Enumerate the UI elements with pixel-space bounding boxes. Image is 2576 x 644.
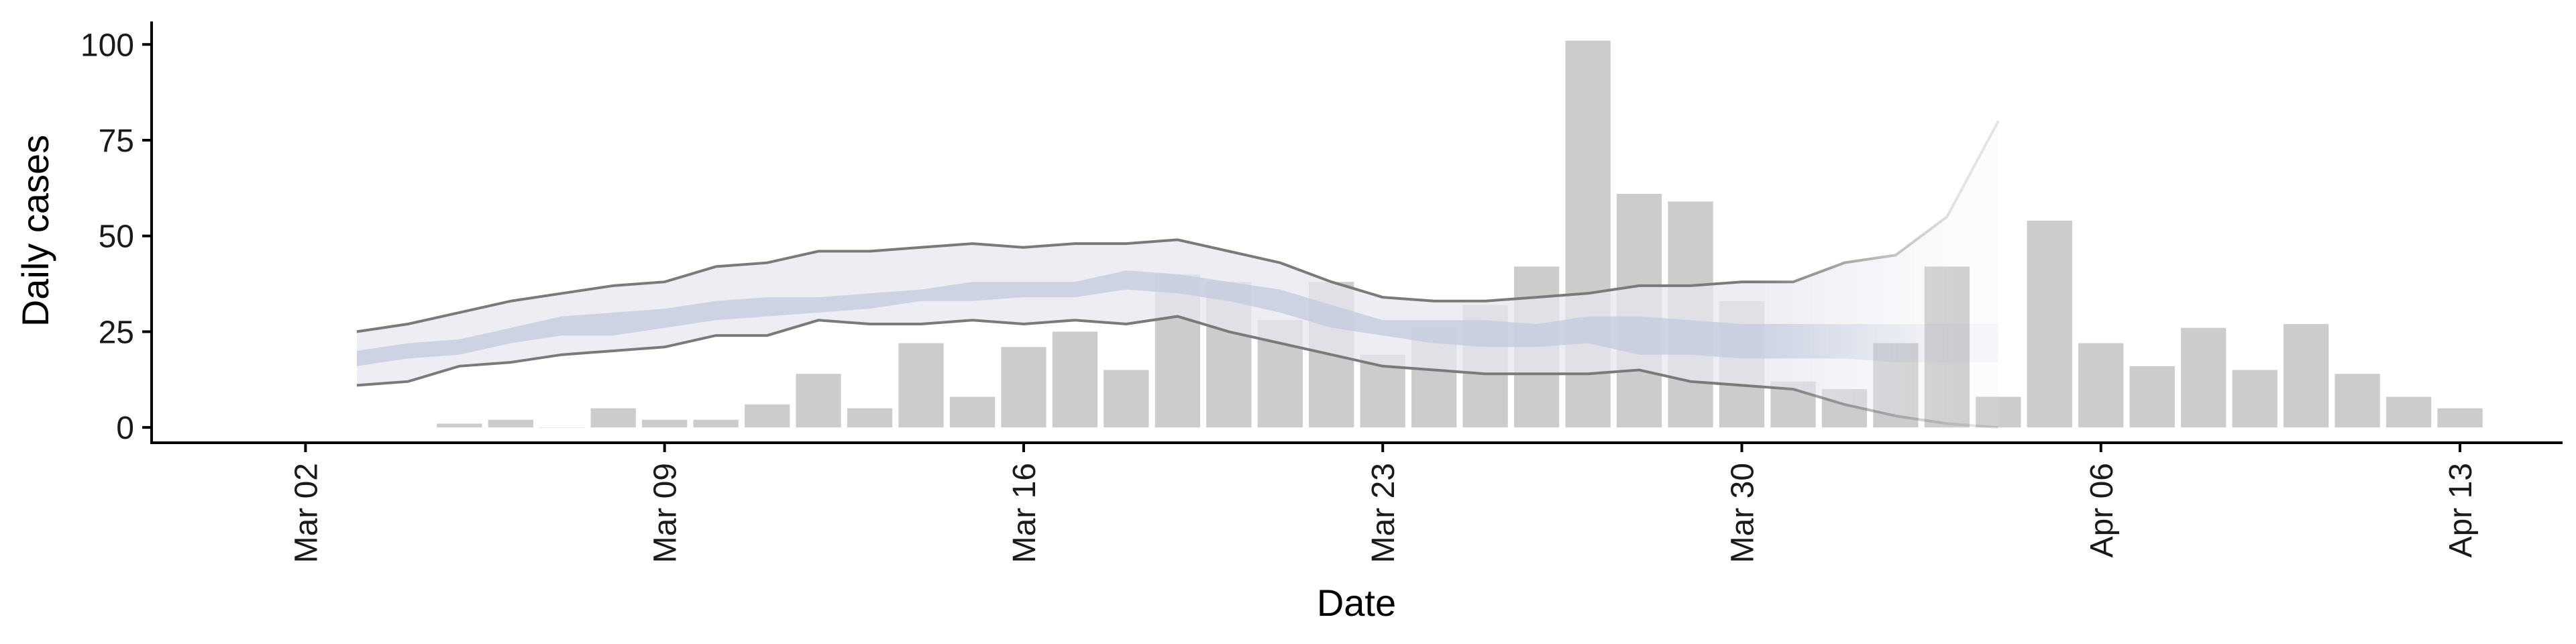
bar	[642, 419, 688, 428]
y-tick-label: 50	[99, 219, 134, 255]
y-tick-label: 25	[99, 315, 134, 350]
bar	[693, 419, 739, 428]
x-ticks: Mar 02 Mar 09 Mar 16 Mar 23 Mar 30 Apr 06 Apr …	[288, 443, 2479, 563]
x-tick-label: Mar 23	[1366, 463, 1401, 563]
bar	[1001, 347, 1046, 428]
bar	[796, 374, 841, 428]
x-tick-label: Apr 13	[2443, 463, 2479, 557]
bar	[949, 396, 996, 428]
bar	[847, 408, 893, 428]
bar	[488, 419, 533, 428]
bar	[2232, 370, 2277, 428]
lower-bound-line	[356, 315, 1999, 429]
band-50	[356, 270, 1998, 366]
bar	[2078, 343, 2124, 428]
plot-area	[356, 40, 2483, 429]
x-tick-label: Mar 02	[288, 463, 324, 563]
x-tick-label: Mar 09	[648, 463, 684, 563]
bar	[2385, 396, 2432, 428]
y-axis-title: Daily cases	[14, 135, 56, 327]
y-tick-label: 75	[99, 123, 134, 159]
bar	[2181, 327, 2226, 428]
bar	[437, 423, 482, 428]
bar	[2027, 220, 2072, 428]
bar	[539, 427, 585, 428]
bar	[2284, 324, 2329, 428]
bar	[1052, 331, 1098, 428]
bar	[2334, 374, 2380, 428]
upper-bound-line	[356, 120, 2000, 333]
bar	[1104, 370, 1149, 428]
bar	[590, 408, 636, 428]
axes: 0 25 50 75 100 Mar 02 Mar 09 Mar 16 Mar 23 Mar 3…	[80, 21, 2563, 563]
bar	[2437, 408, 2483, 428]
bar	[898, 343, 944, 428]
x-tick-label: Mar 30	[1725, 463, 1761, 563]
bar	[2129, 366, 2175, 428]
bar	[744, 404, 790, 428]
y-tick-label: 0	[116, 411, 134, 446]
y-ticks: 0 25 50 75 100	[80, 28, 152, 446]
x-tick-label: Apr 06	[2084, 463, 2120, 557]
x-tick-label: Mar 16	[1007, 463, 1042, 563]
x-axis-title: Date	[1317, 582, 1396, 624]
estimate-bands	[356, 120, 2000, 429]
y-tick-label: 100	[80, 28, 134, 63]
